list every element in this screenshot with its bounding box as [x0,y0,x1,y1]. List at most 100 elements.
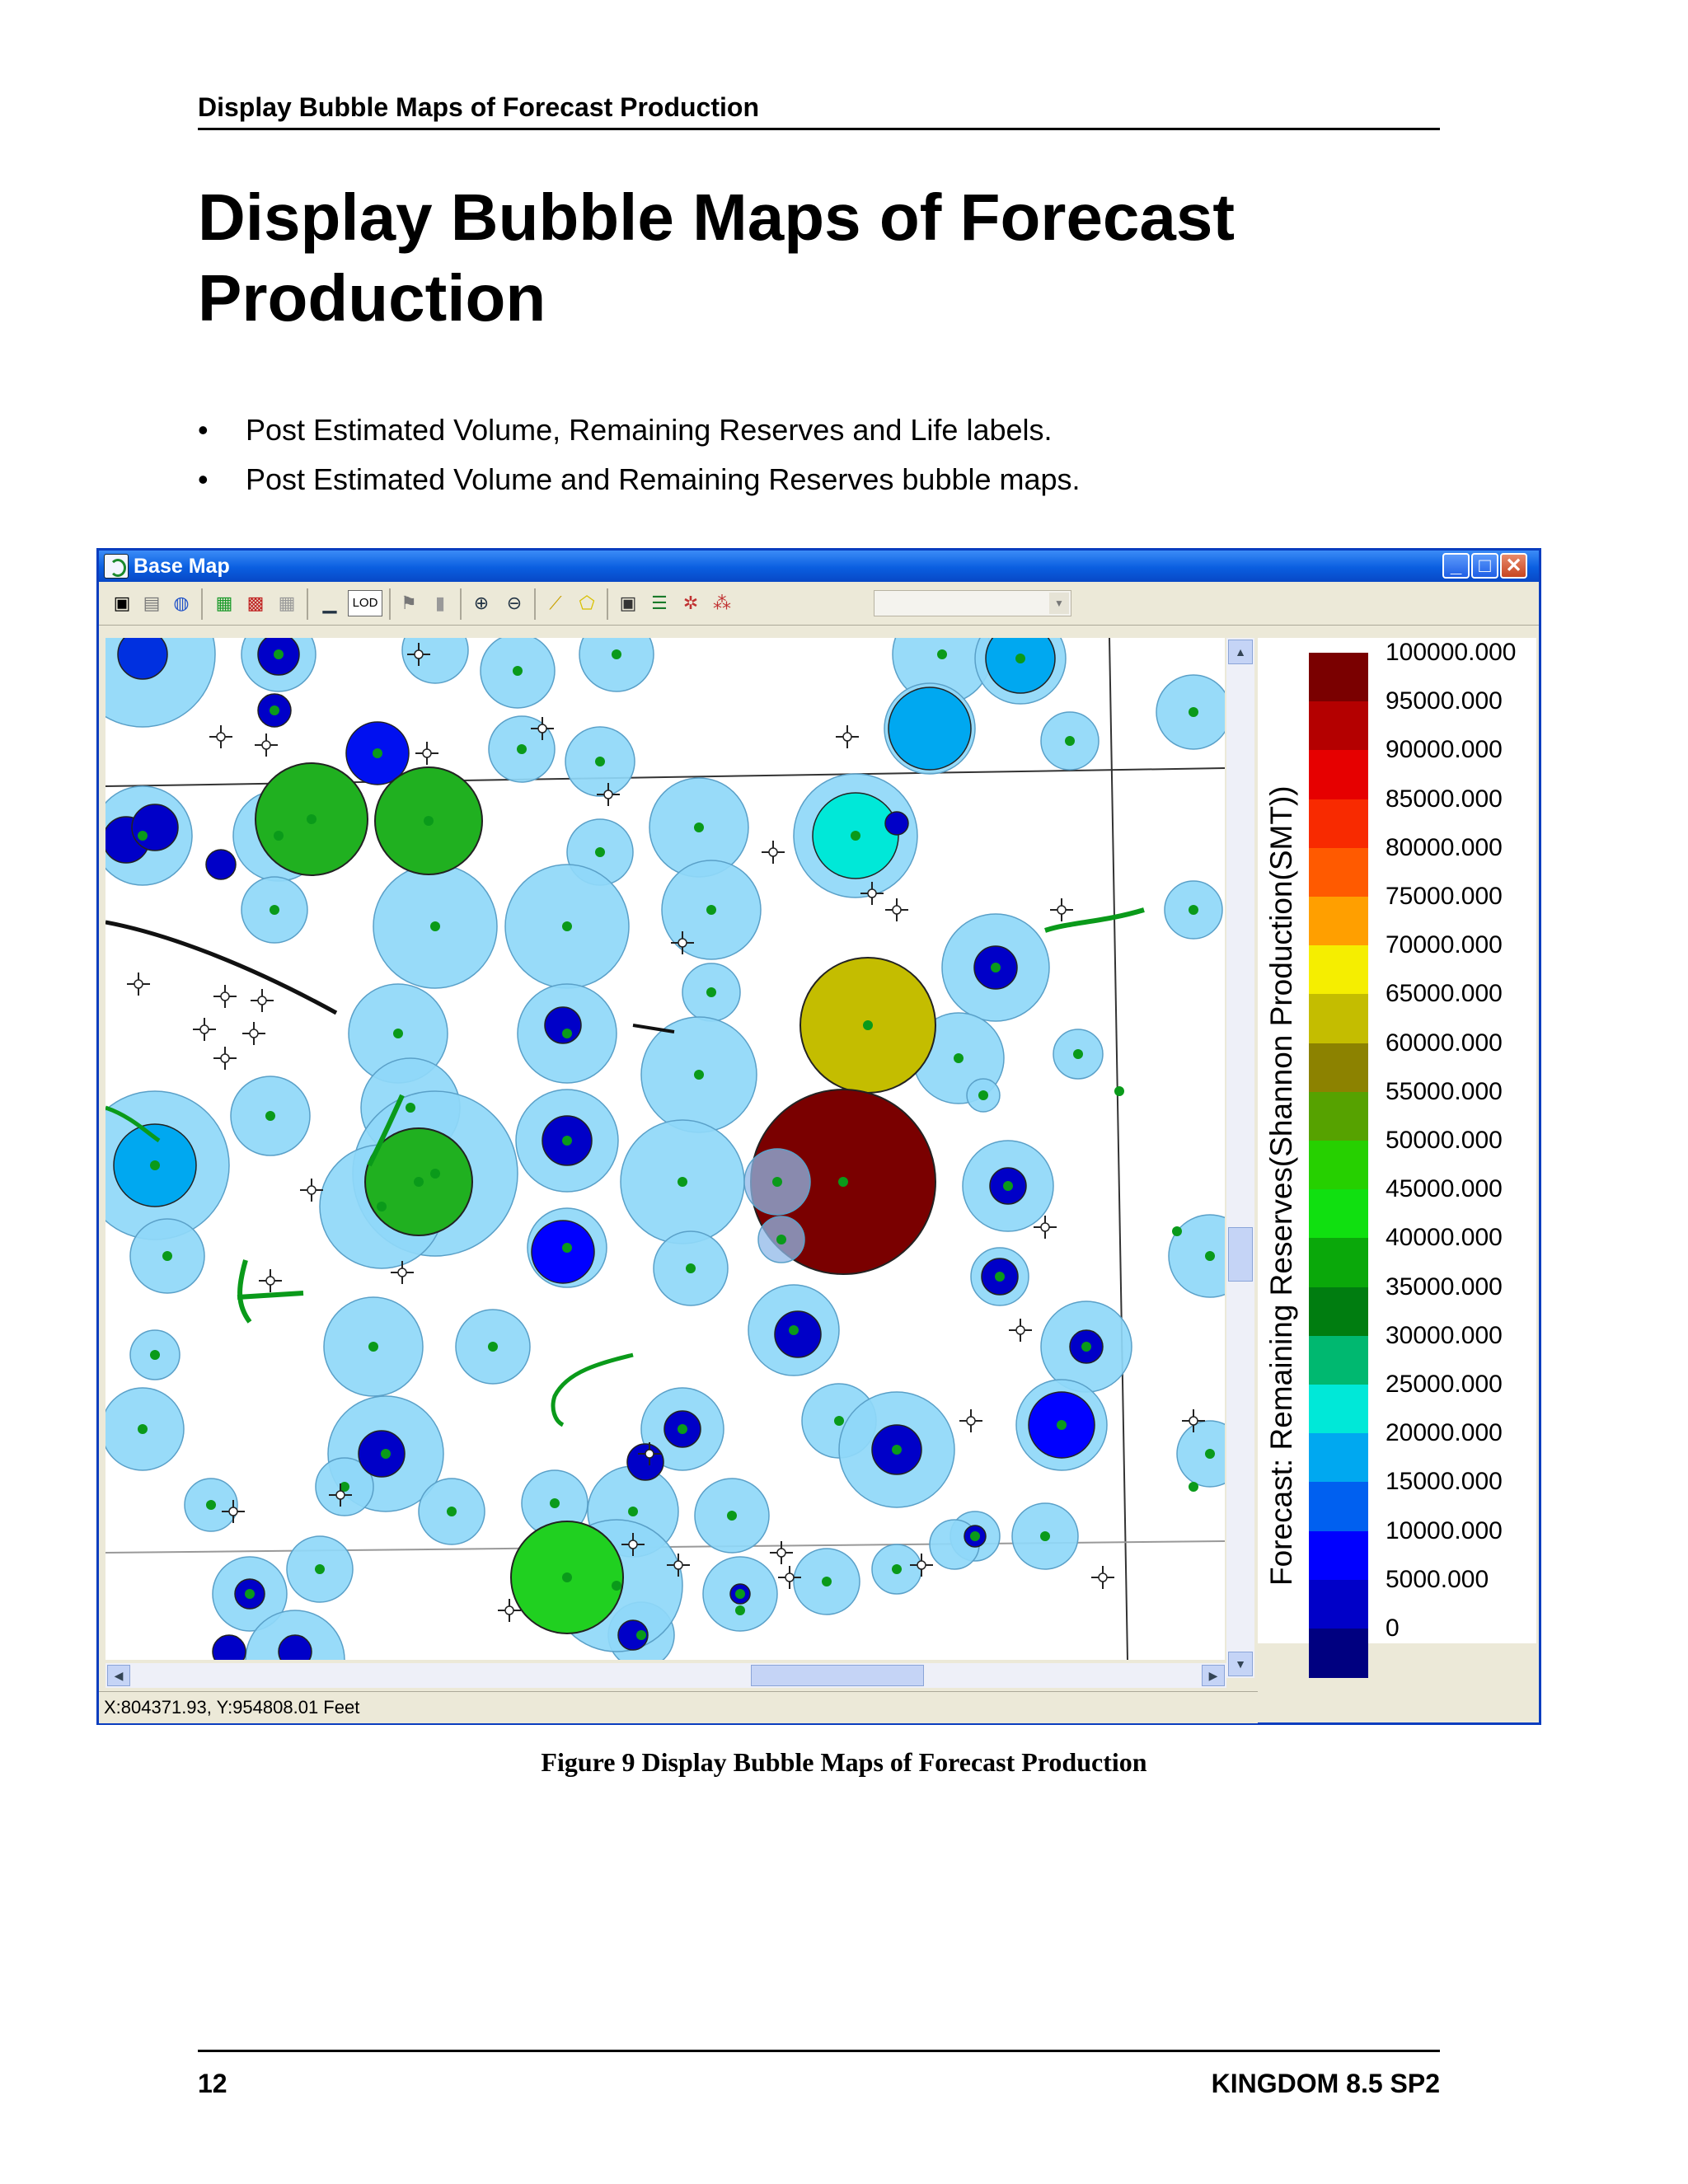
bubble-map[interactable] [106,638,1225,1660]
deviated-well-path [106,1105,161,1143]
legend-label: 60000.000 [1386,1029,1503,1057]
legend-label: 20000.000 [1386,1419,1503,1447]
globe-icon[interactable]: ◍ [173,593,190,613]
app-icon [104,554,129,579]
horizontal-scrollbar[interactable]: ◀ ▶ [106,1663,1226,1688]
product-name: KINGDOM 8.5 SP2 [1211,2069,1440,2098]
well-dot [1114,1086,1124,1096]
well-dot [1003,1181,1013,1191]
status-bar: X:804371.93, Y:954808.01 Feet [99,1691,1258,1723]
legend-label: 45000.000 [1386,1175,1503,1203]
legend-swatch [1309,1141,1368,1191]
well-dot [735,1605,745,1615]
well-symbol [842,732,852,742]
layer-select[interactable]: ▼ [874,590,1071,616]
window-titlebar[interactable]: Base Map _ □ ✕ [99,551,1539,582]
print-icon[interactable]: ▤ [143,593,161,613]
maximize-button[interactable]: □ [1471,553,1498,579]
legend-swatch [1309,1091,1368,1141]
save-icon[interactable]: ▣ [113,593,131,613]
legend-swatch [1309,945,1368,996]
legend-label: 35000.000 [1386,1272,1503,1301]
vertical-scrollbar[interactable]: ▲ ▼ [1226,638,1254,1678]
legend-label: 95000.000 [1386,687,1503,715]
well-dot [138,1424,148,1434]
deviated-well-path [237,1259,304,1324]
pan-icon[interactable]: ⚑ [401,593,417,613]
footer-rule [198,2050,1440,2052]
legend-swatch [1309,750,1368,800]
scroll-left-icon[interactable]: ◀ [107,1665,130,1686]
select-polygon-icon[interactable]: ⬠ [579,593,595,613]
well-dot [270,905,279,915]
scroll-down-icon[interactable]: ▼ [1228,1652,1253,1676]
deviated-well-path [632,1024,675,1033]
zoom-out-icon[interactable]: ⊖ [506,593,523,613]
well-dot [694,1070,704,1080]
zoom-in-icon[interactable]: ⊕ [473,593,490,613]
wells-icon[interactable]: ✲ [682,593,699,613]
faults-icon[interactable]: ⁂ [713,593,731,613]
deviated-well-path [106,920,338,1015]
legend-label: 30000.000 [1386,1321,1503,1349]
chevron-down-icon[interactable]: ▼ [1049,593,1069,614]
well-symbol [307,1185,316,1195]
well-dot [1205,1251,1215,1261]
close-button[interactable]: ✕ [1500,553,1527,579]
well-symbol [249,1029,259,1038]
lod-button[interactable]: LOD [348,590,382,616]
well-symbol [645,1449,654,1459]
legend-swatch [1309,1043,1368,1093]
legend-label: 0 [1386,1615,1400,1642]
map-toolbar: ▣ ▤ ◍ ▦ ▩ ▦ ▁ LOD ⚑ ▮ ⊕ ⊖ ⟋ ⬠ ▣ ☰ ✲ ⁂ ▼ [99,582,1539,626]
minimize-button[interactable]: _ [1442,553,1470,579]
horizontal-scroll-thumb[interactable] [751,1665,924,1686]
well-dot [307,814,316,824]
well-symbol [265,1276,275,1286]
cursor-coordinates: X:804371.93, Y:954808.01 Feet [104,1697,360,1718]
well-dot [368,1342,378,1352]
color-map-icon[interactable]: ▦ [215,593,233,613]
well-dot [513,666,523,676]
reserve-bubble [205,849,237,880]
reserve-bubble [774,1310,822,1358]
well-dot [612,649,621,659]
grid-icon[interactable]: ▦ [278,593,296,613]
well-dot [1189,1482,1198,1492]
contour-map-icon[interactable]: ▩ [246,593,265,613]
legend-swatch [1309,1189,1368,1240]
well-symbol [867,888,877,898]
bullet-item: Post Estimated Volume and Remaining Rese… [198,462,1081,511]
ruler-icon[interactable]: ▁ [322,593,337,613]
well-dot [863,1020,873,1030]
legend-swatch [1309,701,1368,752]
column-icon[interactable]: ▮ [434,593,446,613]
well-symbol [397,1268,407,1277]
layers-icon[interactable]: ▣ [619,593,637,613]
well-dot [995,1272,1005,1282]
legend-swatch [1309,897,1368,947]
well-dot [1172,1226,1182,1236]
well-dot [822,1577,832,1586]
well-dot [150,1350,160,1360]
legend-label: 75000.000 [1386,883,1503,910]
legend-swatch [1309,1482,1368,1532]
well-dot [162,1251,172,1261]
well-symbol [1040,1222,1050,1232]
align-icon[interactable]: ☰ [651,593,668,613]
well-dot [406,1103,415,1113]
scroll-up-icon[interactable]: ▲ [1228,640,1253,664]
figure-caption: Figure 9 Display Bubble Maps of Forecast… [541,1747,1147,1777]
measure-icon[interactable]: ⟋ [549,593,562,613]
bullet-item: Post Estimated Volume, Remaining Reserve… [198,412,1081,462]
well-dot [1073,1049,1083,1059]
well-dot [636,1630,646,1640]
well-symbol [768,847,778,857]
scroll-right-icon[interactable]: ▶ [1202,1665,1225,1686]
vertical-scroll-thumb[interactable] [1228,1227,1253,1282]
map-canvas[interactable] [106,638,1225,1660]
well-dot [612,1581,621,1591]
reserve-bubble [579,638,654,692]
legend-swatch [1309,653,1368,703]
well-dot [595,757,605,766]
